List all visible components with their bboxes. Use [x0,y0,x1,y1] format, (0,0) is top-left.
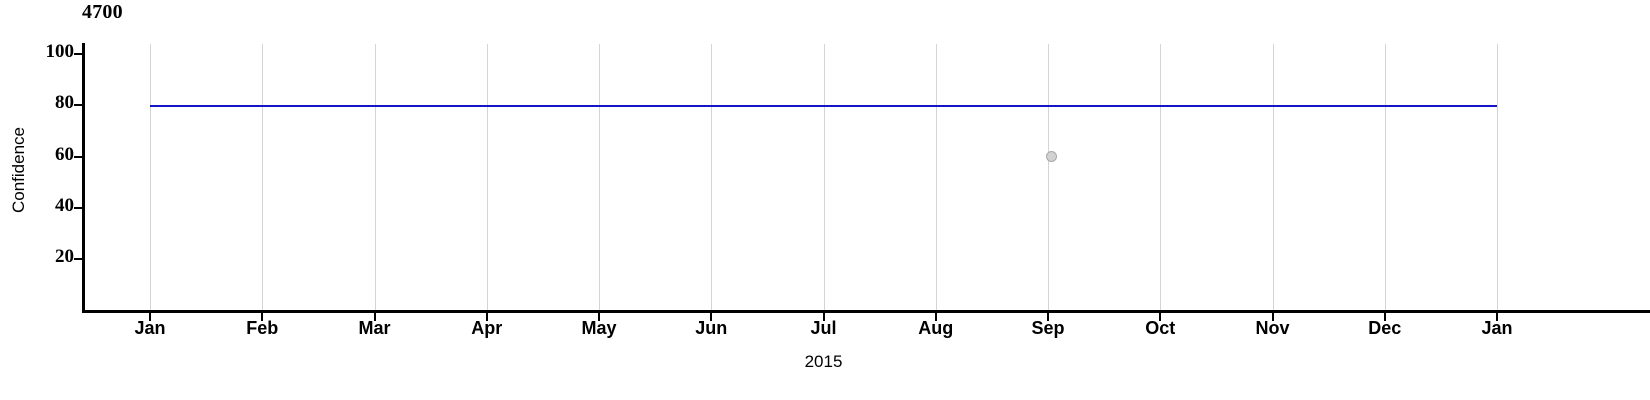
y-tick-label: 40 [55,194,74,216]
gridline-vertical [1272,44,1274,310]
x-tick-mark [822,313,825,321]
x-tick-label: Sep [1031,318,1065,338]
x-tick-label: Apr [471,318,503,338]
x-tick-mark [1383,313,1386,321]
gridline-vertical [1497,44,1498,310]
x-tick-label: Oct [1145,318,1176,338]
y-tick-label: 100 [45,41,75,63]
x-tick-mark [598,313,600,321]
x-tick-mark [1496,313,1498,321]
plot-area [85,44,1650,310]
x-tick-label: Jul [810,318,837,338]
x-tick-label: Dec [1368,318,1402,338]
gridline-vertical [1384,44,1386,310]
gridline-vertical [486,44,488,310]
gridline-vertical [150,44,151,310]
y-tick-mark [74,104,82,107]
data-point[interactable] [1045,151,1057,163]
gridline-vertical [823,44,825,310]
x-tick-label: Nov [1255,318,1290,338]
x-tick-label: Feb [246,318,279,338]
gridline-vertical [374,44,376,310]
x-axis-label: 2015 [804,352,843,371]
gridline-vertical [935,44,937,310]
gridline-vertical [1160,44,1162,310]
y-tick-mark [74,257,82,260]
y-tick-mark [74,155,82,158]
reference-line [150,105,1497,108]
y-tick-label: 20 [55,245,74,267]
chart-title: 4700 [82,1,123,23]
x-tick-mark [373,313,376,321]
x-tick-mark [1047,313,1049,321]
x-tick-label: Aug [918,318,954,338]
gridline-vertical [599,44,600,310]
x-tick-mark [149,313,151,321]
x-tick-label: Jan [1481,318,1513,338]
x-tick-mark [485,313,488,321]
y-axis-line [82,43,85,313]
x-tick-mark [710,313,713,321]
x-axis-line [82,310,1650,313]
x-tick-label: May [581,318,617,338]
gridline-vertical [1048,44,1049,310]
y-tick-mark [74,53,82,56]
x-tick-label: Jan [134,318,166,338]
y-tick-label: 80 [55,92,74,114]
y-tick-label: 60 [55,143,74,165]
x-tick-label: Jun [695,318,728,338]
gridline-vertical [711,44,713,310]
x-tick-mark [1159,313,1162,321]
gridline-vertical [262,44,264,310]
y-tick-mark [74,206,82,209]
x-tick-mark [1271,313,1274,321]
x-tick-label: Mar [358,318,391,338]
x-tick-mark [934,313,937,321]
x-tick-mark [261,313,264,321]
